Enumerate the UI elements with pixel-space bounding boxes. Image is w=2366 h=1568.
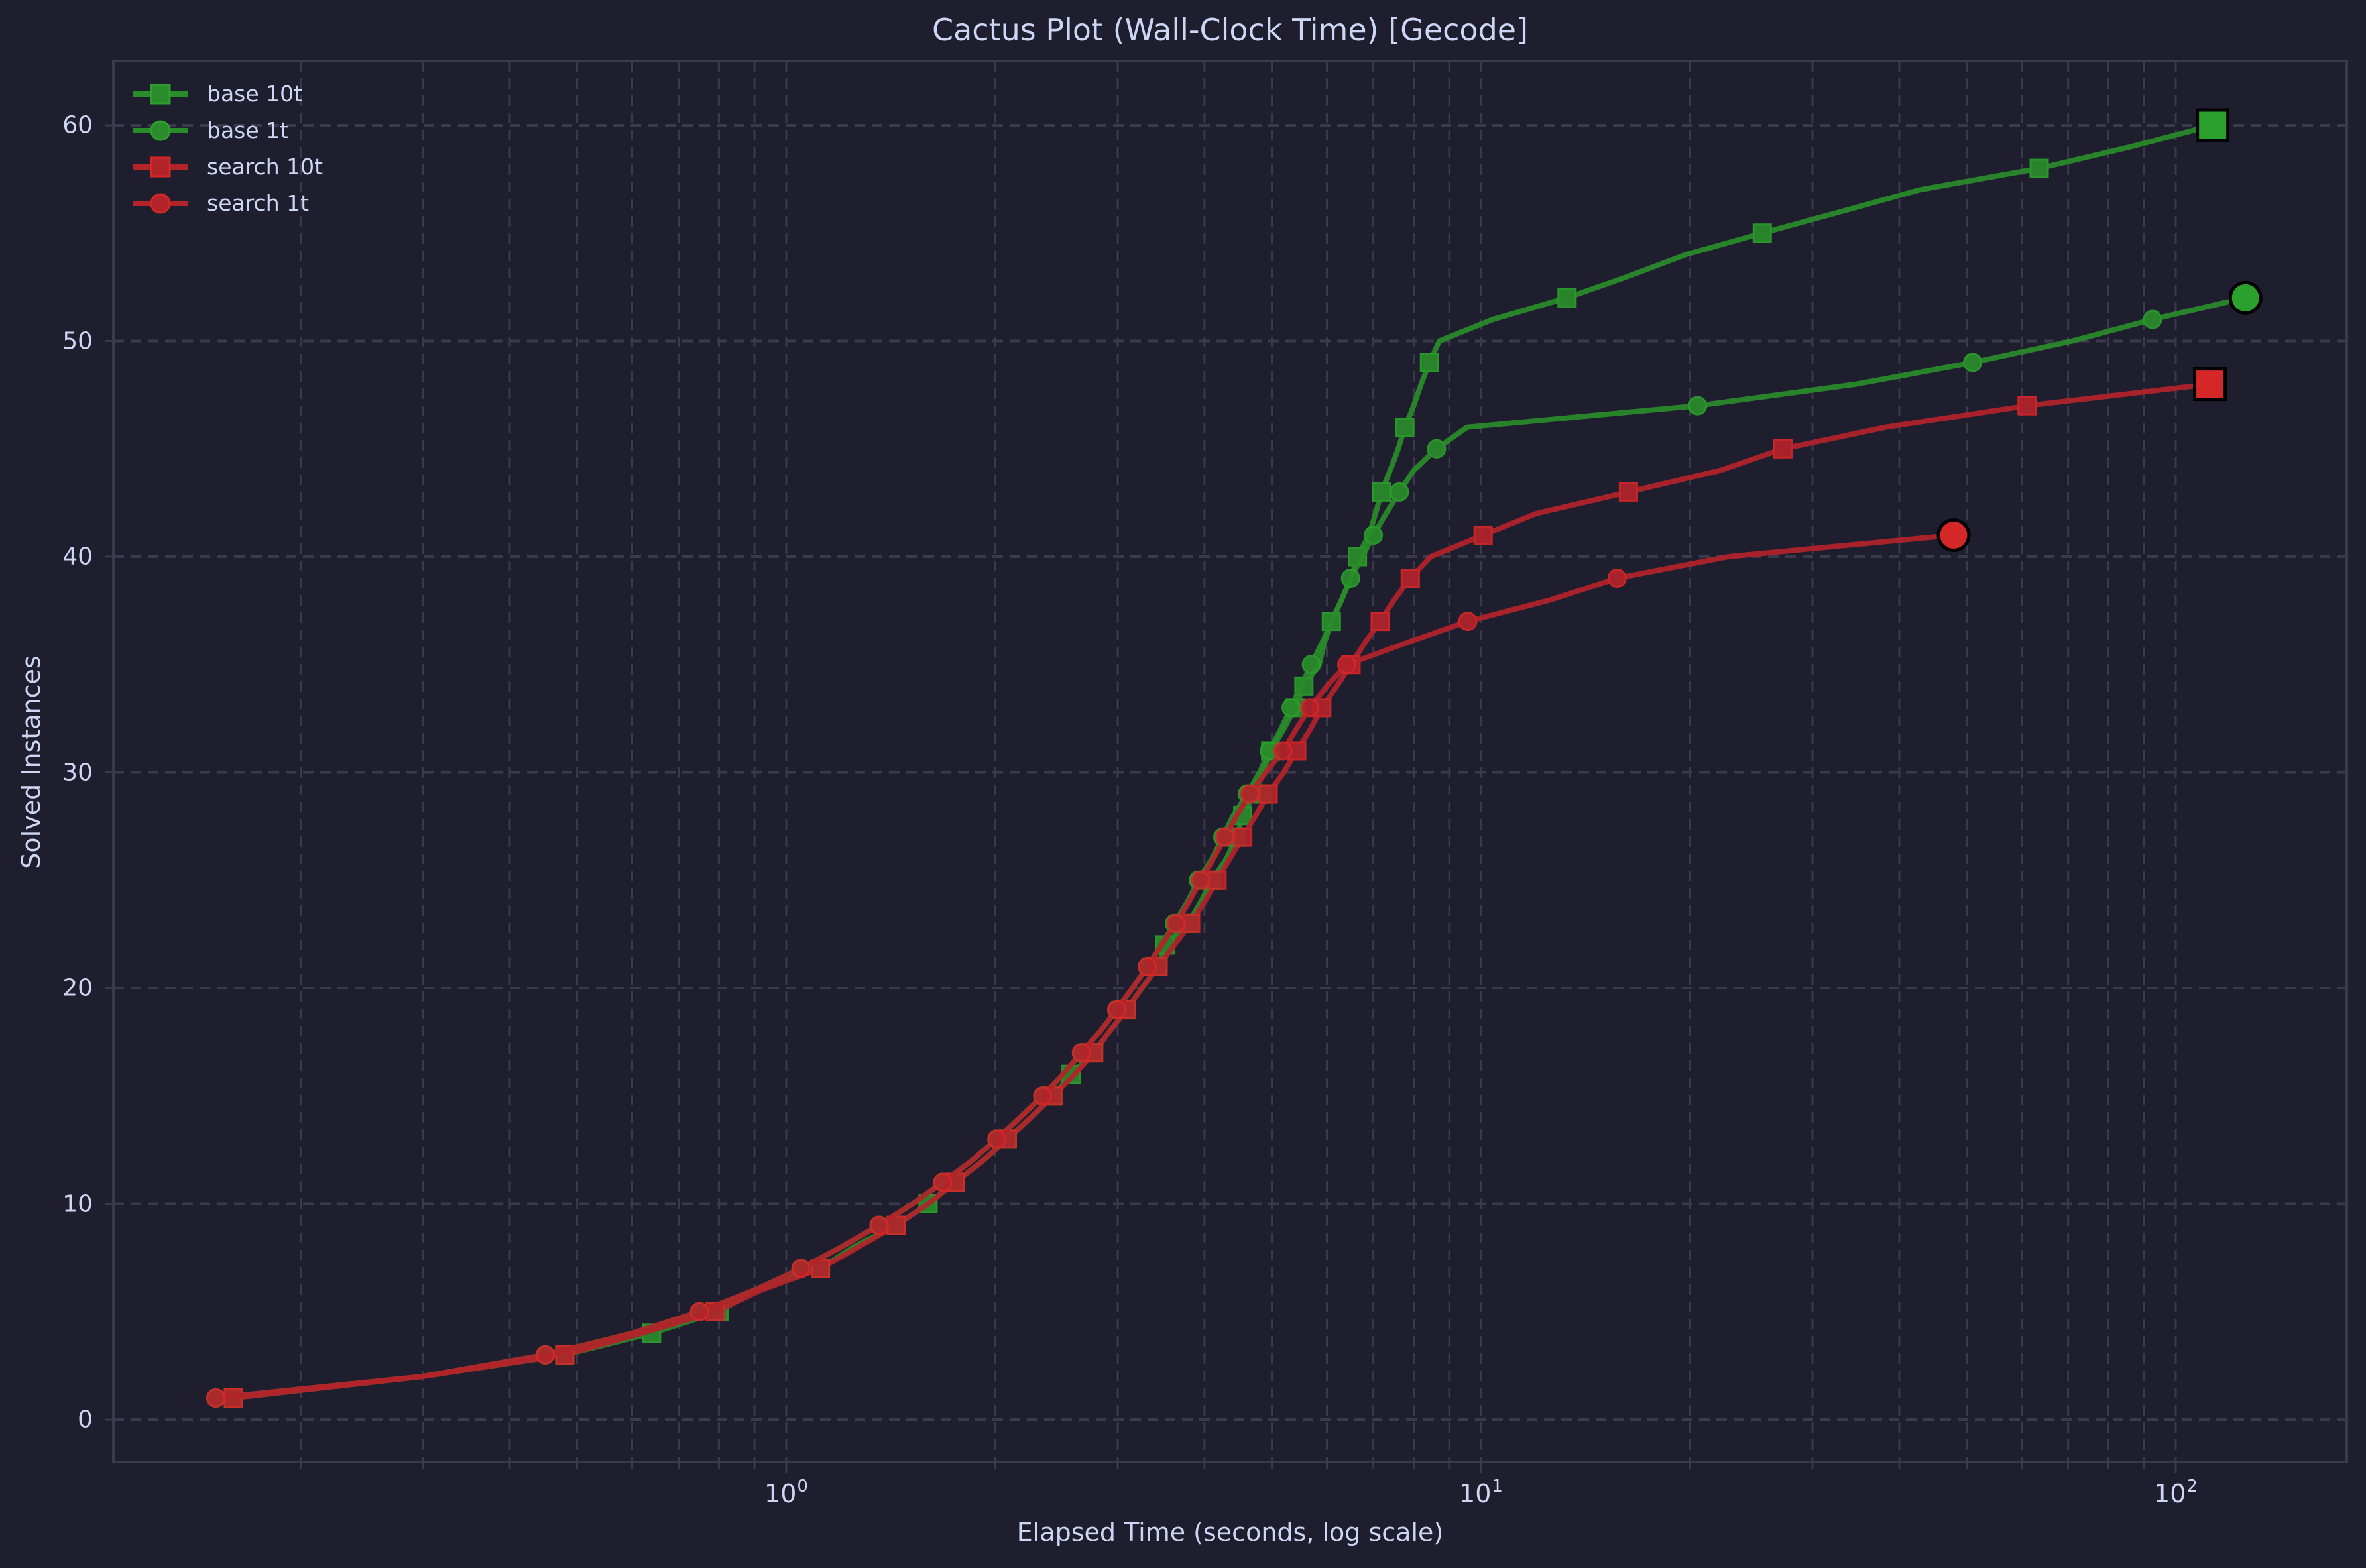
circle-marker: [1340, 569, 1360, 588]
circle-marker: [1390, 482, 1409, 502]
circle-marker: [1240, 784, 1260, 804]
legend-item-base-1t[interactable]: base 1t: [130, 112, 323, 148]
axis-ticks: [105, 124, 2177, 1473]
x-tick-label: 101: [1459, 1477, 1503, 1508]
chart-title: Cactus Plot (Wall-Clock Time) [Gecode]: [931, 12, 1529, 48]
square-marker: [1752, 223, 1772, 243]
circle-marker: [1301, 655, 1321, 675]
final-circle-marker: [1936, 518, 1971, 552]
y-tick-label: 40: [62, 543, 93, 571]
circle-marker: [933, 1172, 953, 1192]
green-square-marker-icon: [133, 84, 188, 104]
plot-area-border: [112, 60, 2348, 1463]
circle-marker: [1215, 827, 1235, 847]
circle-marker: [1458, 612, 1478, 632]
circle-marker: [1107, 1000, 1127, 1020]
circle-marker: [206, 1388, 226, 1408]
square-marker: [1618, 482, 1638, 502]
circle-marker: [1138, 956, 1157, 976]
y-tick-label: 50: [62, 327, 93, 355]
square-marker: [1395, 418, 1415, 437]
final-square-marker: [2193, 367, 2227, 402]
square-marker: [1419, 353, 1439, 372]
y-tick-label: 60: [62, 111, 93, 139]
square-marker: [886, 1215, 906, 1235]
circle-marker: [1191, 870, 1211, 890]
circle-marker: [1607, 569, 1627, 588]
y-tick-label: 10: [62, 1190, 93, 1218]
series-search-1t: [206, 532, 1954, 1408]
circle-marker: [791, 1259, 811, 1278]
red-square-marker-icon: [133, 156, 188, 177]
circle-marker: [987, 1129, 1007, 1149]
square-marker: [1773, 439, 1793, 459]
square-marker: [1207, 870, 1227, 890]
circle-marker: [1033, 1086, 1053, 1106]
x-axis-label: Elapsed Time (seconds, log scale): [1016, 1518, 1444, 1547]
circle-marker: [1688, 396, 1708, 416]
circle-marker: [1427, 439, 1447, 459]
square-marker: [1557, 288, 1577, 308]
green-circle-marker-icon: [133, 120, 188, 140]
square-marker: [1258, 784, 1278, 804]
legend-item-base-10t[interactable]: base 10t: [130, 76, 323, 112]
square-marker: [1233, 827, 1253, 847]
square-marker: [2029, 158, 2049, 178]
circle-marker: [869, 1215, 889, 1235]
circle-marker: [1337, 655, 1357, 675]
x-tick-label: 102: [2154, 1477, 2198, 1508]
circle-marker: [1071, 1043, 1091, 1063]
data-series: [206, 108, 2263, 1408]
legend-item-search-10t[interactable]: search 10t: [130, 148, 323, 185]
grid-lines: [113, 61, 2347, 1462]
y-axis-label: Solved Instances: [17, 655, 46, 869]
circle-marker: [1273, 741, 1293, 761]
x-tick-label: 100: [764, 1477, 808, 1508]
circle-marker: [2143, 309, 2162, 329]
y-tick-label: 20: [62, 974, 93, 1002]
circle-marker: [1364, 525, 1384, 545]
legend-label: base 1t: [207, 117, 289, 143]
square-marker: [1473, 525, 1493, 545]
y-tick-label: 0: [78, 1406, 93, 1433]
circle-marker: [1166, 913, 1186, 933]
final-circle-marker: [2228, 280, 2263, 315]
legend-label: search 10t: [207, 154, 324, 180]
circle-marker: [689, 1302, 709, 1321]
red-circle-marker-icon: [133, 193, 188, 213]
circle-marker: [1281, 698, 1301, 718]
y-tick-label: 30: [62, 759, 93, 787]
final-square-marker: [2196, 108, 2230, 142]
square-marker: [1372, 482, 1391, 502]
circle-marker: [1300, 698, 1320, 718]
square-marker: [1400, 569, 1420, 588]
circle-marker: [1963, 353, 1983, 372]
legend-item-search-1t[interactable]: search 1t: [130, 185, 323, 221]
legend-label: base 10t: [207, 81, 303, 107]
square-marker: [1370, 612, 1390, 632]
legend: base 10t base 1t search 10t search 1t: [130, 76, 323, 221]
circle-marker: [536, 1345, 556, 1365]
legend-label: search 1t: [207, 190, 310, 216]
square-marker: [2017, 396, 2037, 416]
